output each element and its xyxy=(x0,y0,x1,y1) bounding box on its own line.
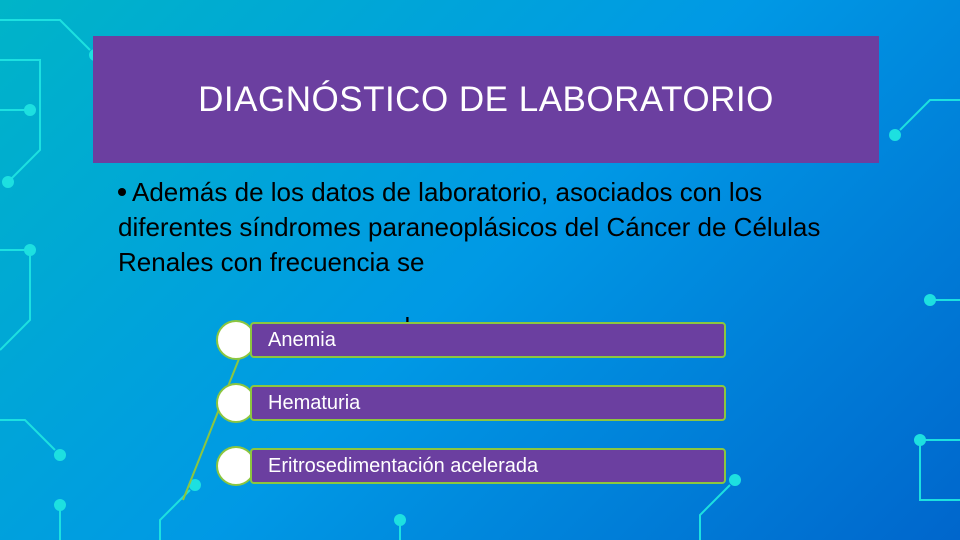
body-paragraph: Además de los datos de laboratorio, asoc… xyxy=(118,175,878,280)
slide-title: DIAGNÓSTICO DE LABORATORIO xyxy=(198,80,774,120)
title-box: DIAGNÓSTICO DE LABORATORIO xyxy=(93,36,879,163)
body-text-content: Además de los datos de laboratorio, asoc… xyxy=(118,177,820,277)
bullet-icon xyxy=(118,188,126,196)
list-item: Hematuria xyxy=(216,383,726,423)
item-label: Eritrosedimentación acelerada xyxy=(250,448,726,484)
list-item: Anemia xyxy=(216,320,726,360)
item-label: Hematuria xyxy=(250,385,726,421)
item-label: Anemia xyxy=(250,322,726,358)
list-item: Eritrosedimentación acelerada xyxy=(216,446,726,486)
